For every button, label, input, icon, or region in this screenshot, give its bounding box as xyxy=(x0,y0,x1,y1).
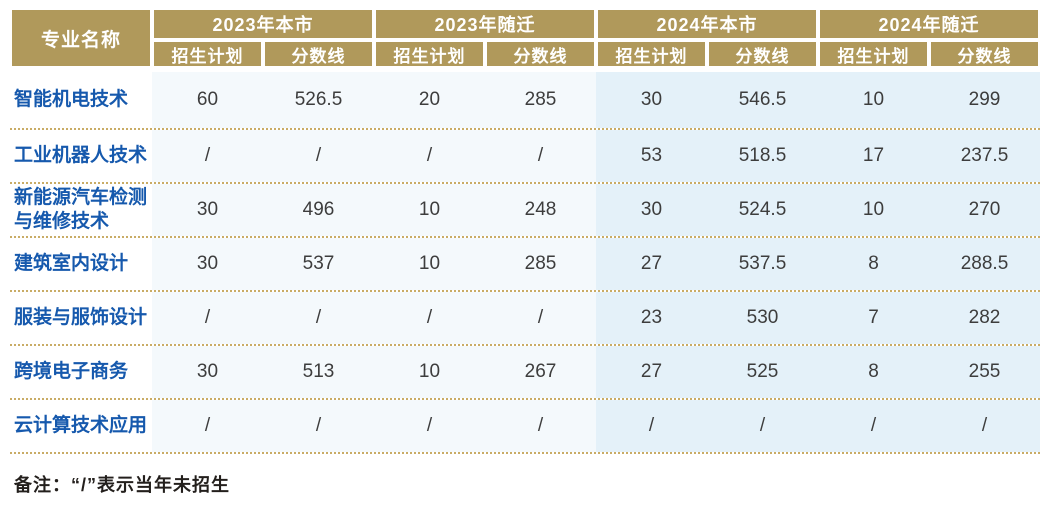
cell-value: 513 xyxy=(263,346,374,398)
header-group-2023-migrant: 2023年随迁 xyxy=(374,8,596,40)
cell-value: 255 xyxy=(929,346,1040,398)
cell-value: 27 xyxy=(596,238,707,290)
cell-value: 285 xyxy=(485,72,596,128)
cell-value: 8 xyxy=(818,346,929,398)
cell-value: 10 xyxy=(374,184,485,236)
cell-value: 546.5 xyxy=(707,72,818,128)
cell-value: 20 xyxy=(374,72,485,128)
cell-value: 537 xyxy=(263,238,374,290)
cell-value: / xyxy=(152,400,263,452)
cell-value: 518.5 xyxy=(707,130,818,182)
subheader-plan: 招生计划 xyxy=(818,40,929,68)
cell-value: / xyxy=(263,130,374,182)
footnote: 备注：“/”表示当年未招生 xyxy=(14,475,230,495)
table-row: 新能源汽车检测 与维修技术 30 496 10 248 30 524.5 10 … xyxy=(10,184,1040,238)
cell-value: 496 xyxy=(263,184,374,236)
cell-value: / xyxy=(263,400,374,452)
cell-value: 30 xyxy=(596,184,707,236)
cell-value: 525 xyxy=(707,346,818,398)
major-name: 云计算技术应用 xyxy=(10,400,152,452)
cell-value: / xyxy=(818,400,929,452)
subheader-plan: 招生计划 xyxy=(596,40,707,68)
table-row: 智能机电技术 60 526.5 20 285 30 546.5 10 299 xyxy=(10,72,1040,130)
cell-value: 7 xyxy=(818,292,929,344)
header-group-2024-local: 2024年本市 xyxy=(596,8,818,40)
major-name: 建筑室内设计 xyxy=(10,238,152,290)
cell-value: 10 xyxy=(374,238,485,290)
major-name: 工业机器人技术 xyxy=(10,130,152,182)
cell-value: 30 xyxy=(152,346,263,398)
cell-value: / xyxy=(485,400,596,452)
cell-value: / xyxy=(374,292,485,344)
cell-value: / xyxy=(374,130,485,182)
cell-value: 10 xyxy=(818,72,929,128)
major-name: 服装与服饰设计 xyxy=(10,292,152,344)
cell-value: 60 xyxy=(152,72,263,128)
cell-value: 30 xyxy=(152,238,263,290)
cell-value: 17 xyxy=(818,130,929,182)
table-row: 建筑室内设计 30 537 10 285 27 537.5 8 288.5 xyxy=(10,238,1040,292)
cell-value: / xyxy=(152,130,263,182)
major-name: 新能源汽车检测 与维修技术 xyxy=(10,184,152,236)
table-row: 服装与服饰设计 / / / / 23 530 7 282 xyxy=(10,292,1040,346)
table-header: 专业名称 2023年本市 2023年随迁 2024年本市 2024年随迁 招生计… xyxy=(10,8,1040,68)
cell-value: 10 xyxy=(818,184,929,236)
cell-value: 299 xyxy=(929,72,1040,128)
cell-value: 530 xyxy=(707,292,818,344)
subheader-plan: 招生计划 xyxy=(152,40,263,68)
major-name: 智能机电技术 xyxy=(10,72,152,128)
cell-value: 30 xyxy=(152,184,263,236)
cell-value: 27 xyxy=(596,346,707,398)
cell-value: / xyxy=(596,400,707,452)
cell-value: / xyxy=(485,130,596,182)
cell-value: 270 xyxy=(929,184,1040,236)
cell-value: 10 xyxy=(374,346,485,398)
cell-value: 8 xyxy=(818,238,929,290)
cell-value: / xyxy=(485,292,596,344)
header-group-2024-migrant: 2024年随迁 xyxy=(818,8,1040,40)
cell-value: 282 xyxy=(929,292,1040,344)
header-major-name: 专业名称 xyxy=(10,8,152,68)
cell-value: 237.5 xyxy=(929,130,1040,182)
table-row: 云计算技术应用 / / / / / / / / xyxy=(10,400,1040,454)
cell-value: 53 xyxy=(596,130,707,182)
subheader-plan: 招生计划 xyxy=(374,40,485,68)
major-name: 跨境电子商务 xyxy=(10,346,152,398)
cell-value: / xyxy=(707,400,818,452)
header-group-2023-local: 2023年本市 xyxy=(152,8,374,40)
cell-value: 267 xyxy=(485,346,596,398)
cell-value: / xyxy=(263,292,374,344)
subheader-score: 分数线 xyxy=(263,40,374,68)
subheader-score: 分数线 xyxy=(707,40,818,68)
subheader-score: 分数线 xyxy=(929,40,1040,68)
cell-value: / xyxy=(374,400,485,452)
cell-value: 526.5 xyxy=(263,72,374,128)
cell-value: 537.5 xyxy=(707,238,818,290)
cell-value: 30 xyxy=(596,72,707,128)
table-row: 跨境电子商务 30 513 10 267 27 525 8 255 xyxy=(10,346,1040,400)
cell-value: / xyxy=(929,400,1040,452)
cell-value: 524.5 xyxy=(707,184,818,236)
cell-value: 23 xyxy=(596,292,707,344)
cell-value: 288.5 xyxy=(929,238,1040,290)
table-row: 工业机器人技术 / / / / 53 518.5 17 237.5 xyxy=(10,130,1040,184)
subheader-score: 分数线 xyxy=(485,40,596,68)
cell-value: 248 xyxy=(485,184,596,236)
cell-value: / xyxy=(152,292,263,344)
table-body: 智能机电技术 60 526.5 20 285 30 546.5 10 299 工… xyxy=(10,72,1040,454)
cell-value: 285 xyxy=(485,238,596,290)
admission-table: 专业名称 2023年本市 2023年随迁 2024年本市 2024年随迁 招生计… xyxy=(10,8,1040,454)
